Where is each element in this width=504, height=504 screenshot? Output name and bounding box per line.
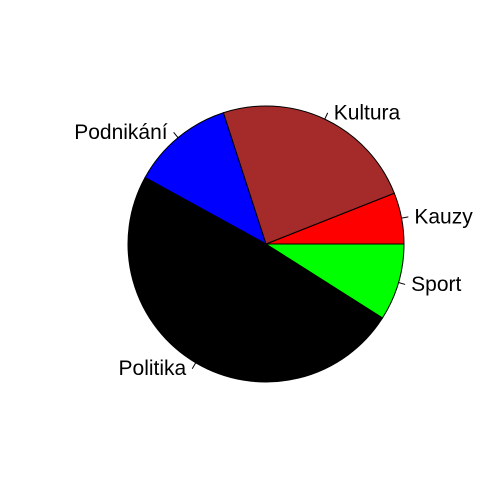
- pie-label-tick: [401, 216, 409, 219]
- pie-slice-politika: [127, 176, 384, 383]
- pie-label-tick: [173, 132, 179, 138]
- pie-label: Sport: [411, 273, 461, 296]
- pie-slice-kultura: [222, 105, 395, 245]
- pie-label: Podnikání: [74, 121, 168, 144]
- pie-slices: [127, 105, 405, 383]
- pie-label-tick: [191, 362, 197, 369]
- pie-labels: Kauzy Kultura Podnikání Politika Sport: [74, 101, 473, 380]
- pie-label: Politika: [119, 357, 187, 380]
- pie-label-tick: [398, 282, 406, 285]
- pie-label-tick: [324, 112, 329, 120]
- pie-label: Kauzy: [414, 205, 473, 228]
- pie-label: Kultura: [334, 101, 401, 124]
- pie-slice-podnik-n-: [144, 112, 267, 246]
